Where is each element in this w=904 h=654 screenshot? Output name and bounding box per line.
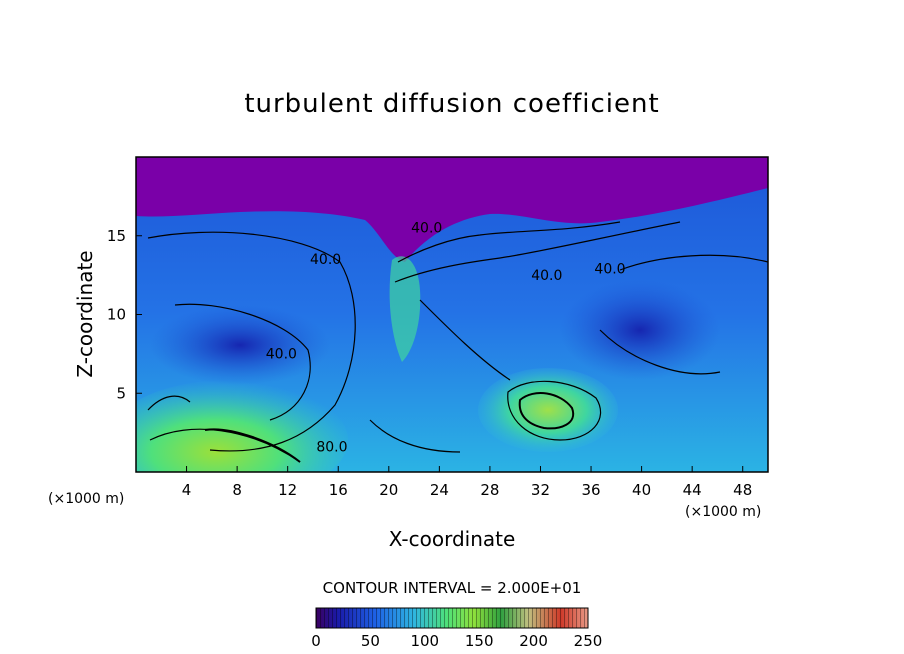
colorbar-tick-label: 0 — [311, 632, 321, 650]
x-tick-label: 4 — [182, 481, 192, 499]
colorbar-frame — [315, 607, 589, 629]
colorbar-tick-label: 150 — [465, 632, 494, 650]
colorbar-tick-label: 200 — [519, 632, 548, 650]
z-tick-label: 15 — [107, 227, 126, 245]
colorbar-stripes — [316, 608, 588, 628]
x-tick-label: 12 — [278, 481, 297, 499]
contour-lines — [147, 221, 768, 463]
region-updraft — [389, 256, 421, 362]
colorbar-tick-label: 100 — [410, 632, 439, 650]
contour-label: 40.0 — [411, 221, 442, 237]
x-tick-label: 16 — [329, 481, 348, 499]
x-multiplier-right: (×1000 m) — [685, 504, 761, 520]
x-axis-title: X-coordinate — [389, 527, 516, 551]
contour-label: 40.0 — [531, 268, 562, 284]
contour-label: 40.0 — [310, 252, 341, 268]
colorbar-tick-label: 250 — [574, 632, 603, 650]
contour-label: 40.0 — [594, 262, 625, 278]
plot-area — [136, 157, 768, 472]
chart-title: turbulent diffusion coefficient — [244, 89, 659, 119]
colorbar-ticks: 0 50 100 150 200 250 — [311, 632, 602, 650]
contour-label: 40.0 — [266, 347, 297, 363]
colorbar: 0 50 100 150 200 250 — [311, 607, 602, 650]
x-ticks: 4 8 12 16 20 24 28 32 36 40 44 48 — [182, 466, 752, 499]
x-multiplier-left: (×1000 m) — [48, 491, 124, 507]
region-left-lower-maximum — [136, 380, 348, 472]
x-tick-label: 28 — [480, 481, 499, 499]
x-tick-label: 36 — [581, 481, 600, 499]
x-tick-label: 8 — [232, 481, 242, 499]
region-right-low-band — [560, 280, 720, 380]
z-tick-label: 10 — [107, 306, 126, 324]
region-upper-stratosphere — [136, 157, 768, 262]
x-tick-label: 48 — [733, 481, 752, 499]
x-tick-label: 44 — [683, 481, 702, 499]
x-tick-label: 40 — [632, 481, 651, 499]
contour-label-layer: 80.0 40.0 40.0 40.0 40.0 40.0 — [266, 221, 626, 456]
x-tick-label: 32 — [531, 481, 550, 499]
contour-interval: CONTOUR INTERVAL = 2.000E+01 — [323, 579, 582, 597]
contour-label: 80.0 — [316, 440, 347, 456]
z-tick-label: 5 — [116, 384, 126, 402]
colorbar-tick-label: 50 — [361, 632, 380, 650]
region-left-low-band — [150, 305, 330, 385]
z-axis-title: Z-coordinate — [73, 250, 97, 377]
x-tick-label: 24 — [430, 481, 449, 499]
x-tick-label: 20 — [379, 481, 398, 499]
z-ticks: 5 10 15 — [107, 227, 142, 402]
